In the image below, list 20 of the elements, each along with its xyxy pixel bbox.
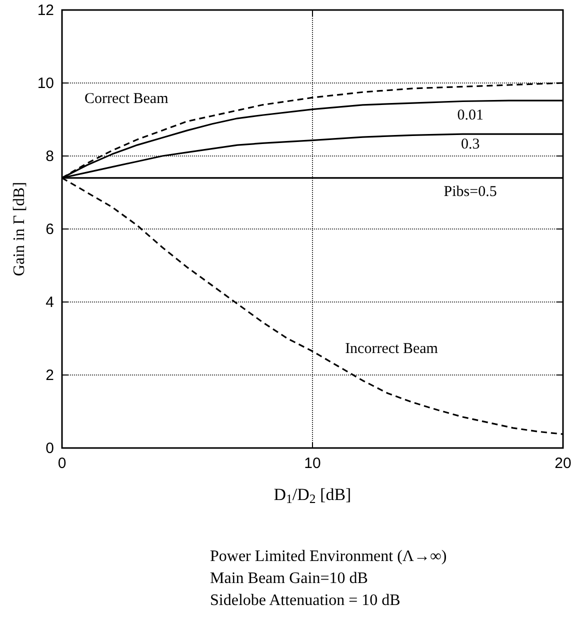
y-tick-label: 6 <box>46 221 54 238</box>
y-tick-label: 10 <box>37 75 54 92</box>
series-label: 0.3 <box>460 136 480 153</box>
text: Main Beam Gain=10 dB <box>210 570 368 587</box>
series-label: 0.01 <box>457 108 484 124</box>
x-axis-title: D$_{1}$/D$_{2}$ [dB] <box>274 485 352 506</box>
series-label: Incorrect Beam <box>345 341 438 358</box>
x-tick-label: 0 <box>58 455 66 472</box>
series-label: Correct Beam <box>84 91 169 108</box>
text: Sidelobe Attenuation = 10 dB <box>210 592 400 609</box>
y-tick-label: 12 <box>37 2 54 19</box>
y-tick-label: 4 <box>46 294 54 311</box>
y-axis-title: Gain in Γ [dB] <box>11 182 28 276</box>
y-tick-label: 8 <box>46 148 54 165</box>
x-tick-label: 10 <box>304 455 321 472</box>
y-tick-label: 0 <box>46 440 54 457</box>
y-tick-label: 2 <box>46 367 54 384</box>
text: Power Limited Environment (Λ→∞) <box>210 548 447 565</box>
series-label: Pibs=0.5 <box>444 184 497 200</box>
x-tick-label: 20 <box>554 455 572 472</box>
